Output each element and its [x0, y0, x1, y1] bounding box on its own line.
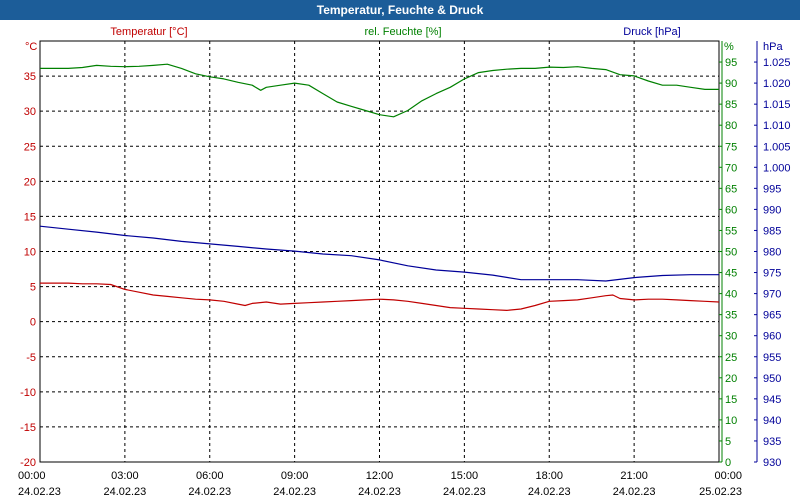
- temperature-tick-label: -20: [20, 457, 36, 469]
- humidity-tick-label: 75: [725, 141, 737, 153]
- temperature-tick-label: 30: [24, 106, 36, 118]
- date-tick-label: 24.02.23: [443, 486, 486, 498]
- temperature-tick-label: 5: [30, 282, 36, 294]
- grid-lines: [39, 41, 720, 463]
- humidity-tick-label: 30: [725, 331, 737, 343]
- pressure-axis: 1.025 1.020 1.015 1.010 1.005 1.000 995 990 985 9…: [754, 41, 791, 469]
- pressure-tick-label: 970: [763, 289, 781, 301]
- pressure-tick-label: 935: [763, 436, 781, 448]
- pressure-tick-label: 1.020: [763, 78, 791, 90]
- time-tick-label: 18:00: [535, 470, 563, 482]
- pressure-tick-label: 1.015: [763, 99, 791, 111]
- date-tick-label: 24.02.23: [103, 486, 146, 498]
- date-tick-label: 24.02.23: [188, 486, 231, 498]
- time-tick-label: 03:00: [111, 470, 139, 482]
- humidity-tick-label: 5: [725, 436, 731, 448]
- pressure-tick-label: 995: [763, 183, 781, 195]
- pressure-tick-label: 1.025: [763, 57, 791, 69]
- temperature-tick-label: 35: [24, 71, 36, 83]
- humidity-tick-label: 95: [725, 57, 737, 69]
- temperature-tick-label: 20: [24, 176, 36, 188]
- pressure-unit: hPa: [763, 41, 783, 53]
- pressure-tick-label: 950: [763, 373, 781, 385]
- temperature-tick-label: -15: [20, 422, 36, 434]
- time-tick-label: 00:00: [714, 470, 742, 482]
- humidity-tick-label: 80: [725, 120, 737, 132]
- temperature-tick-label: -5: [26, 352, 36, 364]
- pressure-tick-label: 1.005: [763, 141, 791, 153]
- humidity-unit: %: [724, 41, 734, 53]
- temperature-axis: 35 30 25 20 15 10 5 0 -5 -10 -15 -20: [20, 71, 36, 469]
- humidity-axis-label: rel. Feuchte [%]: [364, 26, 441, 38]
- pressure-series-line: [39, 225, 719, 282]
- date-tick-label: 24.02.23: [613, 486, 656, 498]
- humidity-tick-label: 10: [725, 415, 737, 427]
- pressure-tick-label: 960: [763, 331, 781, 343]
- pressure-tick-label: 930: [763, 457, 781, 469]
- temperature-tick-label: 15: [24, 211, 36, 223]
- humidity-tick-label: 35: [725, 310, 737, 322]
- humidity-tick-label: 0: [725, 457, 731, 469]
- humidity-tick-label: 90: [725, 78, 737, 90]
- humidity-series-line: [40, 63, 719, 118]
- humidity-tick-label: 40: [725, 289, 737, 301]
- time-tick-label: 06:00: [196, 470, 224, 482]
- pressure-tick-label: 975: [763, 268, 781, 280]
- humidity-tick-label: 45: [725, 268, 737, 280]
- chart-title: Temperatur, Feuchte & Druck: [0, 0, 800, 20]
- pressure-tick-label: 965: [763, 310, 781, 322]
- humidity-tick-label: 15: [725, 394, 737, 406]
- pressure-tick-label: 955: [763, 352, 781, 364]
- pressure-axis-label: Druck [hPa]: [623, 26, 680, 38]
- humidity-tick-label: 55: [725, 225, 737, 237]
- time-axis: 00:00 24.02.23 03:00 24.02.23 06:00 24.02.23 0…: [18, 470, 742, 498]
- date-tick-label: 24.02.23: [358, 486, 401, 498]
- pressure-tick-label: 1.010: [763, 120, 791, 132]
- temperature-tick-label: 25: [24, 141, 36, 153]
- humidity-tick-label: 20: [725, 373, 737, 385]
- time-tick-label: 21:00: [620, 470, 648, 482]
- humidity-tick-label: 50: [725, 247, 737, 259]
- humidity-tick-label: 65: [725, 183, 737, 195]
- time-tick-label: 15:00: [451, 470, 479, 482]
- pressure-tick-label: 980: [763, 247, 781, 259]
- time-tick-label: 00:00: [18, 470, 46, 482]
- time-tick-label: 09:00: [281, 470, 309, 482]
- temperature-tick-label: -10: [20, 387, 36, 399]
- temperature-tick-label: 0: [30, 317, 36, 329]
- pressure-tick-label: 985: [763, 225, 781, 237]
- date-tick-label: 25.02.23: [699, 486, 742, 498]
- temperature-unit: °C: [25, 41, 37, 53]
- data-series: [39, 63, 720, 311]
- humidity-tick-label: 25: [725, 352, 737, 364]
- temperature-axis-label: Temperatur [°C]: [110, 26, 187, 38]
- humidity-tick-label: 85: [725, 99, 737, 111]
- date-tick-label: 24.02.23: [528, 486, 571, 498]
- date-tick-label: 24.02.23: [273, 486, 316, 498]
- temperature-tick-label: 10: [24, 247, 36, 259]
- pressure-tick-label: 940: [763, 415, 781, 427]
- pressure-tick-label: 945: [763, 394, 781, 406]
- date-tick-label: 24.02.23: [18, 486, 61, 498]
- humidity-tick-label: 60: [725, 204, 737, 216]
- time-tick-label: 12:00: [366, 470, 394, 482]
- humidity-tick-label: 70: [725, 162, 737, 174]
- temperature-series-line: [40, 282, 720, 311]
- pressure-tick-label: 990: [763, 204, 781, 216]
- pressure-tick-label: 1.000: [763, 162, 791, 174]
